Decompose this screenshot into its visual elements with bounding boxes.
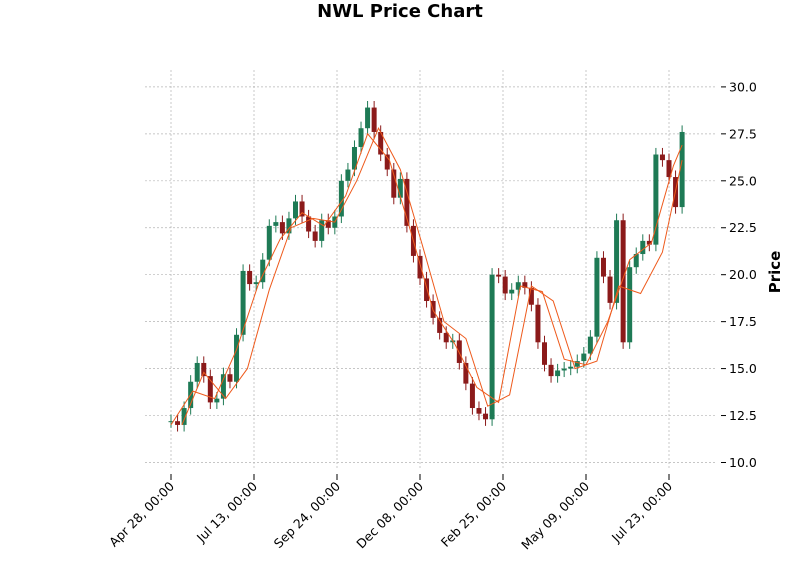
candle-body [319,220,325,241]
chart-title: NWL Price Chart [317,1,483,22]
x-tick-label: Jul 13, 00:00 [193,478,260,545]
candle-body [502,276,508,294]
candle-body [417,255,423,279]
candle-body [535,304,541,343]
candle-body [509,289,515,294]
candle-body [581,353,587,362]
candle-body [496,274,502,277]
candle-body [653,154,659,245]
candle-body [312,231,318,241]
candle-body [483,413,489,420]
candle-body [201,362,207,377]
candle-body [273,222,279,226]
candle-body [424,278,430,301]
candle-body [247,270,253,285]
candle-body [253,282,259,285]
moving-average-line [181,127,683,426]
candle-body [522,282,528,288]
x-tick-label: Sep 24, 00:00 [271,478,343,550]
candle-body [240,270,246,335]
x-axis: Apr 28, 00:00 Jul 13, 00:00 Sep 24, 00:00 D… [106,474,675,553]
candle-body [365,107,371,129]
candle-body [469,383,475,409]
candle-body [266,225,272,260]
candle-body [299,201,305,217]
candle-body [351,146,357,170]
x-tick-label: Jul 23, 00:00 [608,478,675,545]
candle-body [600,257,606,277]
candle-body [463,362,469,384]
candle-body [378,131,384,155]
candle-body [194,362,200,382]
y-tick-label: 22.5 [729,220,757,235]
candle-body [679,131,685,208]
candle-body [338,180,344,217]
candle-body [666,160,672,178]
x-tick-label: Apr 28, 00:00 [106,478,177,549]
candle-body [371,107,377,132]
candle-body [279,222,285,234]
x-tick-label: Dec 08, 00:00 [353,478,426,551]
candle-body [234,334,240,382]
candle-body [542,342,547,365]
y-axis-label: Price [766,251,784,294]
candle-body [175,421,181,425]
candle-body [220,374,226,399]
candle-body [594,257,600,337]
candle-body [168,421,174,423]
candles [168,100,685,432]
candle-body [627,267,633,343]
candle-body [489,274,495,420]
y-tick-label: 20.0 [729,267,757,282]
candle-body [358,128,364,147]
y-tick-label: 15.0 [729,361,757,376]
candle-body [325,220,331,228]
candle-body [214,398,220,403]
candle-body [437,317,443,333]
candle-body [587,336,593,354]
candle-body [476,408,482,414]
y-tick-label: 10.0 [729,455,757,470]
candle-body [659,154,665,161]
candle-body [207,376,213,403]
y-axis: 10.0 12.5 15.0 17.5 20.0 22.5 25.0 27.5 30.0 [721,79,757,470]
candle-body [181,408,187,425]
candle-body [646,240,652,245]
candle-body [306,216,312,232]
x-tick-label: Feb 25, 00:00 [438,478,509,549]
candle-body [286,218,292,234]
candle-body [404,178,410,226]
candle-body [607,276,613,303]
candle-body [456,340,462,363]
candle-body [391,169,397,198]
candle-body [397,178,403,198]
candle-body [515,282,521,290]
moving-averages [170,127,683,426]
candle-body [384,154,390,170]
x-tick-label: May 09, 00:00 [518,478,592,552]
y-tick-label: 30.0 [729,79,757,94]
y-tick-label: 27.5 [729,126,757,141]
candle-body [555,370,561,377]
candle-body [620,220,626,343]
candle-body [568,366,574,369]
candle-body [574,361,580,367]
candle-body [640,240,646,255]
candle-body [548,364,554,377]
candle-body [443,332,449,343]
y-tick-label: 25.0 [729,173,757,188]
candle-body [293,201,298,219]
y-tick-label: 12.5 [729,408,757,423]
y-tick-label: 17.5 [729,314,757,329]
candle-body [561,368,567,371]
candle-body [227,374,233,382]
candle-body [260,259,266,283]
candle-body [528,287,534,305]
candle-body [614,220,620,303]
moving-average-line [170,132,683,426]
candle-body [345,169,351,181]
candle-body [633,254,639,268]
